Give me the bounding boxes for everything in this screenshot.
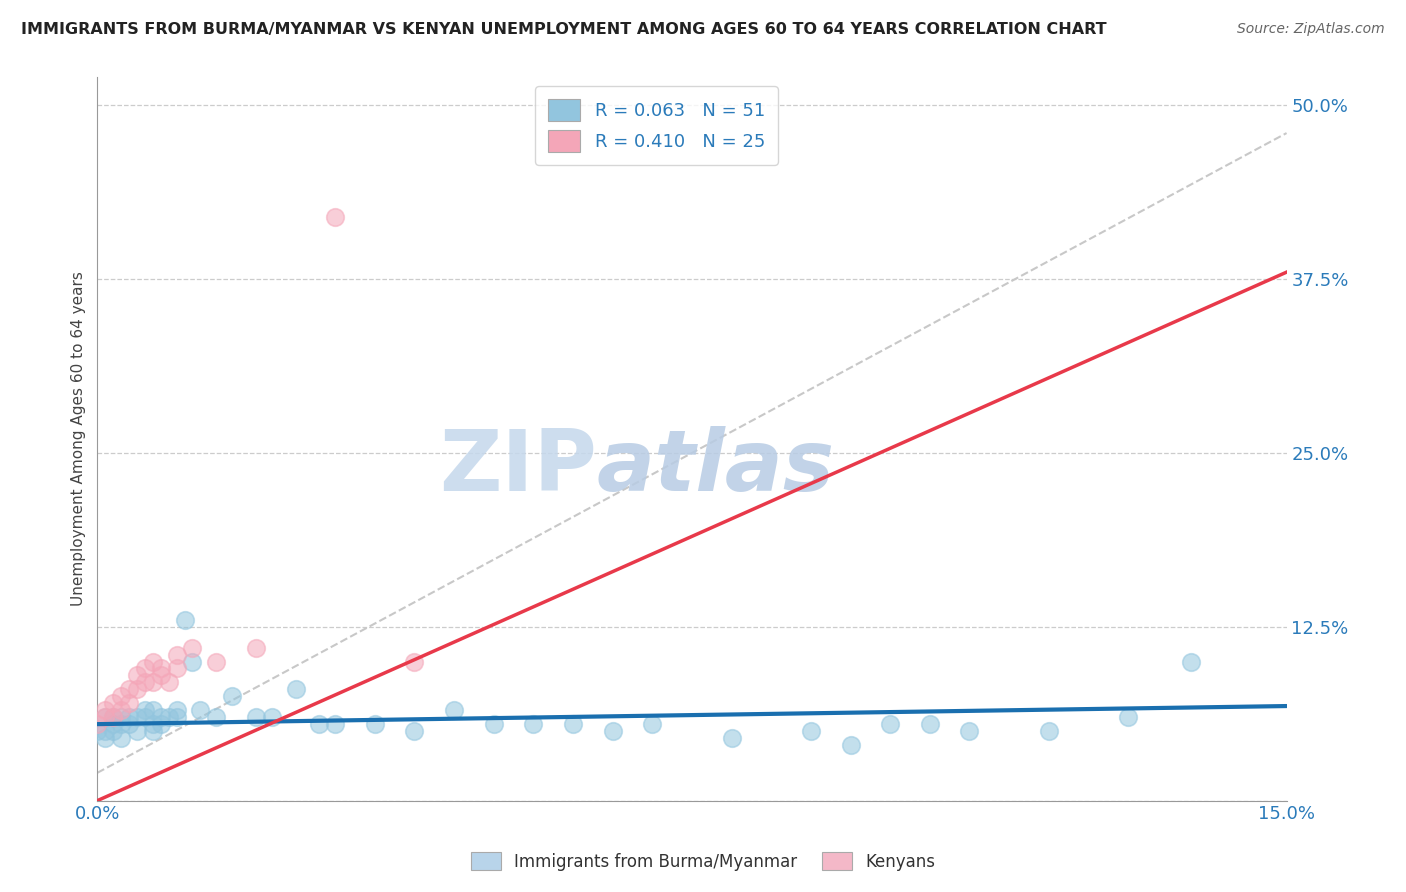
Point [94, 731, 117, 745]
Point [125, 682, 148, 697]
Point [110, 731, 132, 745]
Point [879, 717, 901, 731]
Point [118, 710, 141, 724]
Point [103, 710, 125, 724]
Point [918, 717, 941, 731]
Point [245, 710, 267, 724]
Point [720, 731, 742, 745]
Point [641, 717, 664, 731]
Point [94, 724, 117, 739]
Point [110, 690, 132, 704]
Point [260, 710, 283, 724]
Text: ZIP: ZIP [439, 426, 596, 509]
Point [125, 724, 148, 739]
Point [166, 648, 188, 662]
Point [245, 640, 267, 655]
Point [404, 724, 426, 739]
Legend: Immigrants from Burma/Myanmar, Kenyans: Immigrants from Burma/Myanmar, Kenyans [463, 844, 943, 880]
Text: Source: ZipAtlas.com: Source: ZipAtlas.com [1237, 22, 1385, 37]
Point [142, 675, 165, 690]
Point [308, 717, 330, 731]
Point [166, 661, 188, 675]
Point [1038, 724, 1060, 739]
Point [149, 661, 172, 675]
Point [1180, 655, 1202, 669]
Y-axis label: Unemployment Among Ages 60 to 64 years: Unemployment Among Ages 60 to 64 years [72, 271, 86, 607]
Point [839, 738, 862, 752]
Point [118, 717, 141, 731]
Point [94, 710, 117, 724]
Point [1116, 710, 1139, 724]
Point [166, 703, 188, 717]
Point [173, 613, 195, 627]
Point [404, 655, 426, 669]
Point [205, 710, 228, 724]
Point [157, 710, 180, 724]
Point [562, 717, 585, 731]
Point [125, 668, 148, 682]
Point [94, 710, 117, 724]
Point [142, 703, 165, 717]
Point [800, 724, 823, 739]
Point [149, 710, 172, 724]
Point [323, 210, 346, 224]
Point [118, 682, 141, 697]
Point [190, 703, 212, 717]
Point [149, 668, 172, 682]
Point [323, 717, 346, 731]
Point [134, 703, 156, 717]
Legend: R = 0.063   N = 51, R = 0.410   N = 25: R = 0.063 N = 51, R = 0.410 N = 25 [536, 87, 778, 165]
Point [94, 703, 117, 717]
Point [103, 696, 125, 710]
Point [602, 724, 624, 739]
Point [959, 724, 981, 739]
Point [157, 675, 180, 690]
Point [86, 724, 108, 739]
Point [125, 710, 148, 724]
Point [134, 675, 156, 690]
Point [110, 710, 132, 724]
Point [205, 655, 228, 669]
Point [134, 661, 156, 675]
Point [103, 710, 125, 724]
Point [110, 717, 132, 731]
Point [142, 717, 165, 731]
Point [118, 696, 141, 710]
Point [103, 717, 125, 731]
Point [134, 710, 156, 724]
Point [364, 717, 387, 731]
Text: atlas: atlas [596, 426, 835, 509]
Point [482, 717, 505, 731]
Point [149, 717, 172, 731]
Point [221, 690, 243, 704]
Point [181, 655, 204, 669]
Point [142, 655, 165, 669]
Point [103, 724, 125, 739]
Point [443, 703, 465, 717]
Point [110, 703, 132, 717]
Point [142, 724, 165, 739]
Point [166, 710, 188, 724]
Point [86, 717, 108, 731]
Point [181, 640, 204, 655]
Point [284, 682, 307, 697]
Point [522, 717, 544, 731]
Text: IMMIGRANTS FROM BURMA/MYANMAR VS KENYAN UNEMPLOYMENT AMONG AGES 60 TO 64 YEARS C: IMMIGRANTS FROM BURMA/MYANMAR VS KENYAN … [21, 22, 1107, 37]
